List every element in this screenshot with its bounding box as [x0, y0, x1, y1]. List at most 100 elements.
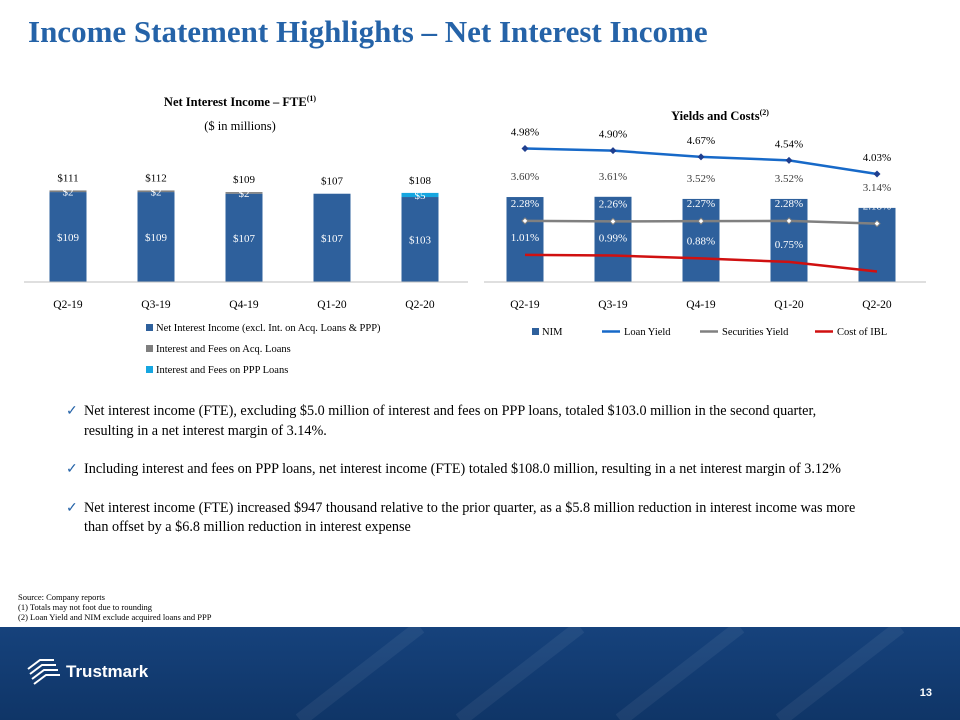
series-line [524, 253, 878, 273]
legend-swatch [146, 324, 153, 331]
bar-segment [313, 193, 351, 282]
legend-swatch [146, 366, 153, 373]
chart-subtitle: ($ in millions) [204, 119, 276, 133]
footnote-2: (2) Loan Yield and NIM exclude acquired … [18, 612, 212, 622]
x-tick-label: Q2-19 [510, 299, 540, 311]
footer-bar: Trustmark 13 [0, 627, 960, 720]
bar-value-label: $107 [233, 233, 256, 245]
legend-label: NIM [542, 327, 563, 338]
cost-ibl-label: 0.88% [687, 235, 715, 247]
bar-total-label: $112 [145, 172, 167, 184]
nim-value-label: 3.60% [511, 171, 539, 183]
bar-segment [225, 193, 263, 282]
x-tick-label: Q2-20 [405, 299, 435, 311]
securities-yield-label: 2.28% [775, 198, 803, 210]
legend-swatch [146, 345, 153, 352]
nim-bar [594, 196, 632, 282]
footer-pattern [295, 627, 905, 720]
net-interest-income-chart: Net Interest Income – FTE(1) ($ in milli… [24, 94, 468, 376]
bar-value-label: $2 [151, 186, 162, 198]
loan-yield-point [873, 170, 881, 178]
cost-ibl-label: 0.99% [599, 232, 627, 244]
loan-yield-label: 4.03% [863, 152, 891, 164]
legend-label: Interest and Fees on PPP Loans [156, 365, 288, 376]
legend-label: Interest and Fees on Acq. Loans [156, 344, 291, 355]
securities-yield-point [521, 217, 529, 225]
nim-value-label: 3.61% [599, 171, 627, 183]
nim-bar [506, 197, 544, 282]
securities-yield-point [697, 217, 705, 225]
loan-yield-label: 4.98% [511, 127, 539, 139]
legend-label: Securities Yield [722, 327, 789, 338]
bar-total-label: $107 [321, 176, 344, 188]
yields-and-costs-chart: Yields and Costs(2) 3.60% Q2-19 3.61% Q3-19… [484, 108, 926, 338]
loan-yield-label: 4.54% [775, 138, 803, 150]
bar-segment [49, 192, 87, 282]
x-tick-label: Q4-19 [686, 299, 716, 311]
bar-value-label: $103 [409, 235, 432, 247]
x-tick-label: Q2-20 [862, 299, 892, 311]
loan-yield-point [521, 145, 529, 153]
securities-yield-label: 2.26% [599, 198, 627, 210]
nim-bar [770, 198, 808, 282]
loan-yield-point [609, 147, 617, 155]
securities-yield-label: 2.18% [863, 201, 891, 213]
bar-segment [49, 190, 87, 193]
x-tick-label: Q3-19 [598, 299, 628, 311]
bullet-list: ✓ Net interest income (FTE), excluding $5… [66, 402, 866, 557]
bar-value-label: $109 [57, 232, 80, 244]
loan-yield-point [697, 153, 705, 161]
bar-value-label: $107 [321, 233, 344, 245]
cost-ibl-label: 0.75% [775, 239, 803, 251]
bar-segment [401, 192, 439, 198]
legend-label: Loan Yield [624, 327, 671, 338]
page-title: Income Statement Highlights – Net Intere… [28, 14, 708, 49]
bar-total-label: $109 [233, 174, 256, 186]
cost-ibl-label: 1.01% [511, 232, 539, 244]
nim-value-label: 3.14% [863, 182, 891, 194]
chart-title: Yields and Costs(2) [671, 108, 769, 123]
checkmark-icon: ✓ [66, 461, 78, 477]
bar-segment [137, 190, 175, 193]
x-tick-label: Q3-19 [141, 299, 171, 311]
trustmark-logo-icon [27, 659, 60, 685]
logo-text: Trustmark [66, 662, 149, 681]
bar-value-label: $2 [63, 186, 74, 198]
source-notes: Source: Company reports (1) Totals may n… [18, 592, 212, 622]
loan-yield-point [785, 156, 793, 164]
bullet-item: ✓ Net interest income (FTE) increased $94… [66, 499, 856, 536]
securities-yield-point [785, 217, 793, 225]
x-tick-label: Q1-20 [774, 299, 804, 311]
checkmark-icon: ✓ [66, 403, 78, 419]
bar-segment [137, 192, 175, 282]
bar-segment [401, 197, 439, 282]
x-tick-label: Q2-19 [53, 299, 83, 311]
trustmark-logo: Trustmark [26, 657, 148, 687]
bar-total-label: $111 [57, 172, 78, 184]
nim-bar [682, 198, 720, 282]
legend-label: Cost of IBL [837, 327, 887, 338]
legend-label: Net Interest Income (excl. Int. on Acq. … [156, 323, 381, 334]
loan-yield-label: 4.67% [687, 135, 715, 147]
bullet-item: ✓ Including interest and fees on PPP loan… [66, 460, 866, 480]
nim-value-label: 3.52% [775, 173, 803, 185]
bar-total-label: $108 [409, 175, 432, 187]
x-tick-label: Q1-20 [317, 299, 347, 311]
securities-yield-label: 2.28% [511, 198, 539, 210]
loan-yield-label: 4.90% [599, 129, 627, 141]
series-line [524, 147, 878, 176]
bar-value-label: $5 [415, 190, 427, 202]
chart-title: Net Interest Income – FTE(1) [164, 94, 316, 109]
bullet-item: ✓ Net interest income (FTE), excluding $5… [66, 403, 817, 439]
nim-value-label: 3.52% [687, 173, 715, 185]
legend-swatch [532, 328, 539, 335]
bar-segment [225, 192, 263, 194]
bar-value-label: $2 [239, 188, 250, 200]
checkmark-icon: ✓ [66, 499, 78, 516]
x-tick-label: Q4-19 [229, 299, 259, 311]
source-line: Source: Company reports [18, 592, 105, 602]
securities-yield-point [609, 217, 617, 226]
cost-ibl-label: 0.39% [863, 281, 891, 293]
securities-yield-point [873, 219, 881, 228]
bar-value-label: $109 [145, 232, 168, 244]
